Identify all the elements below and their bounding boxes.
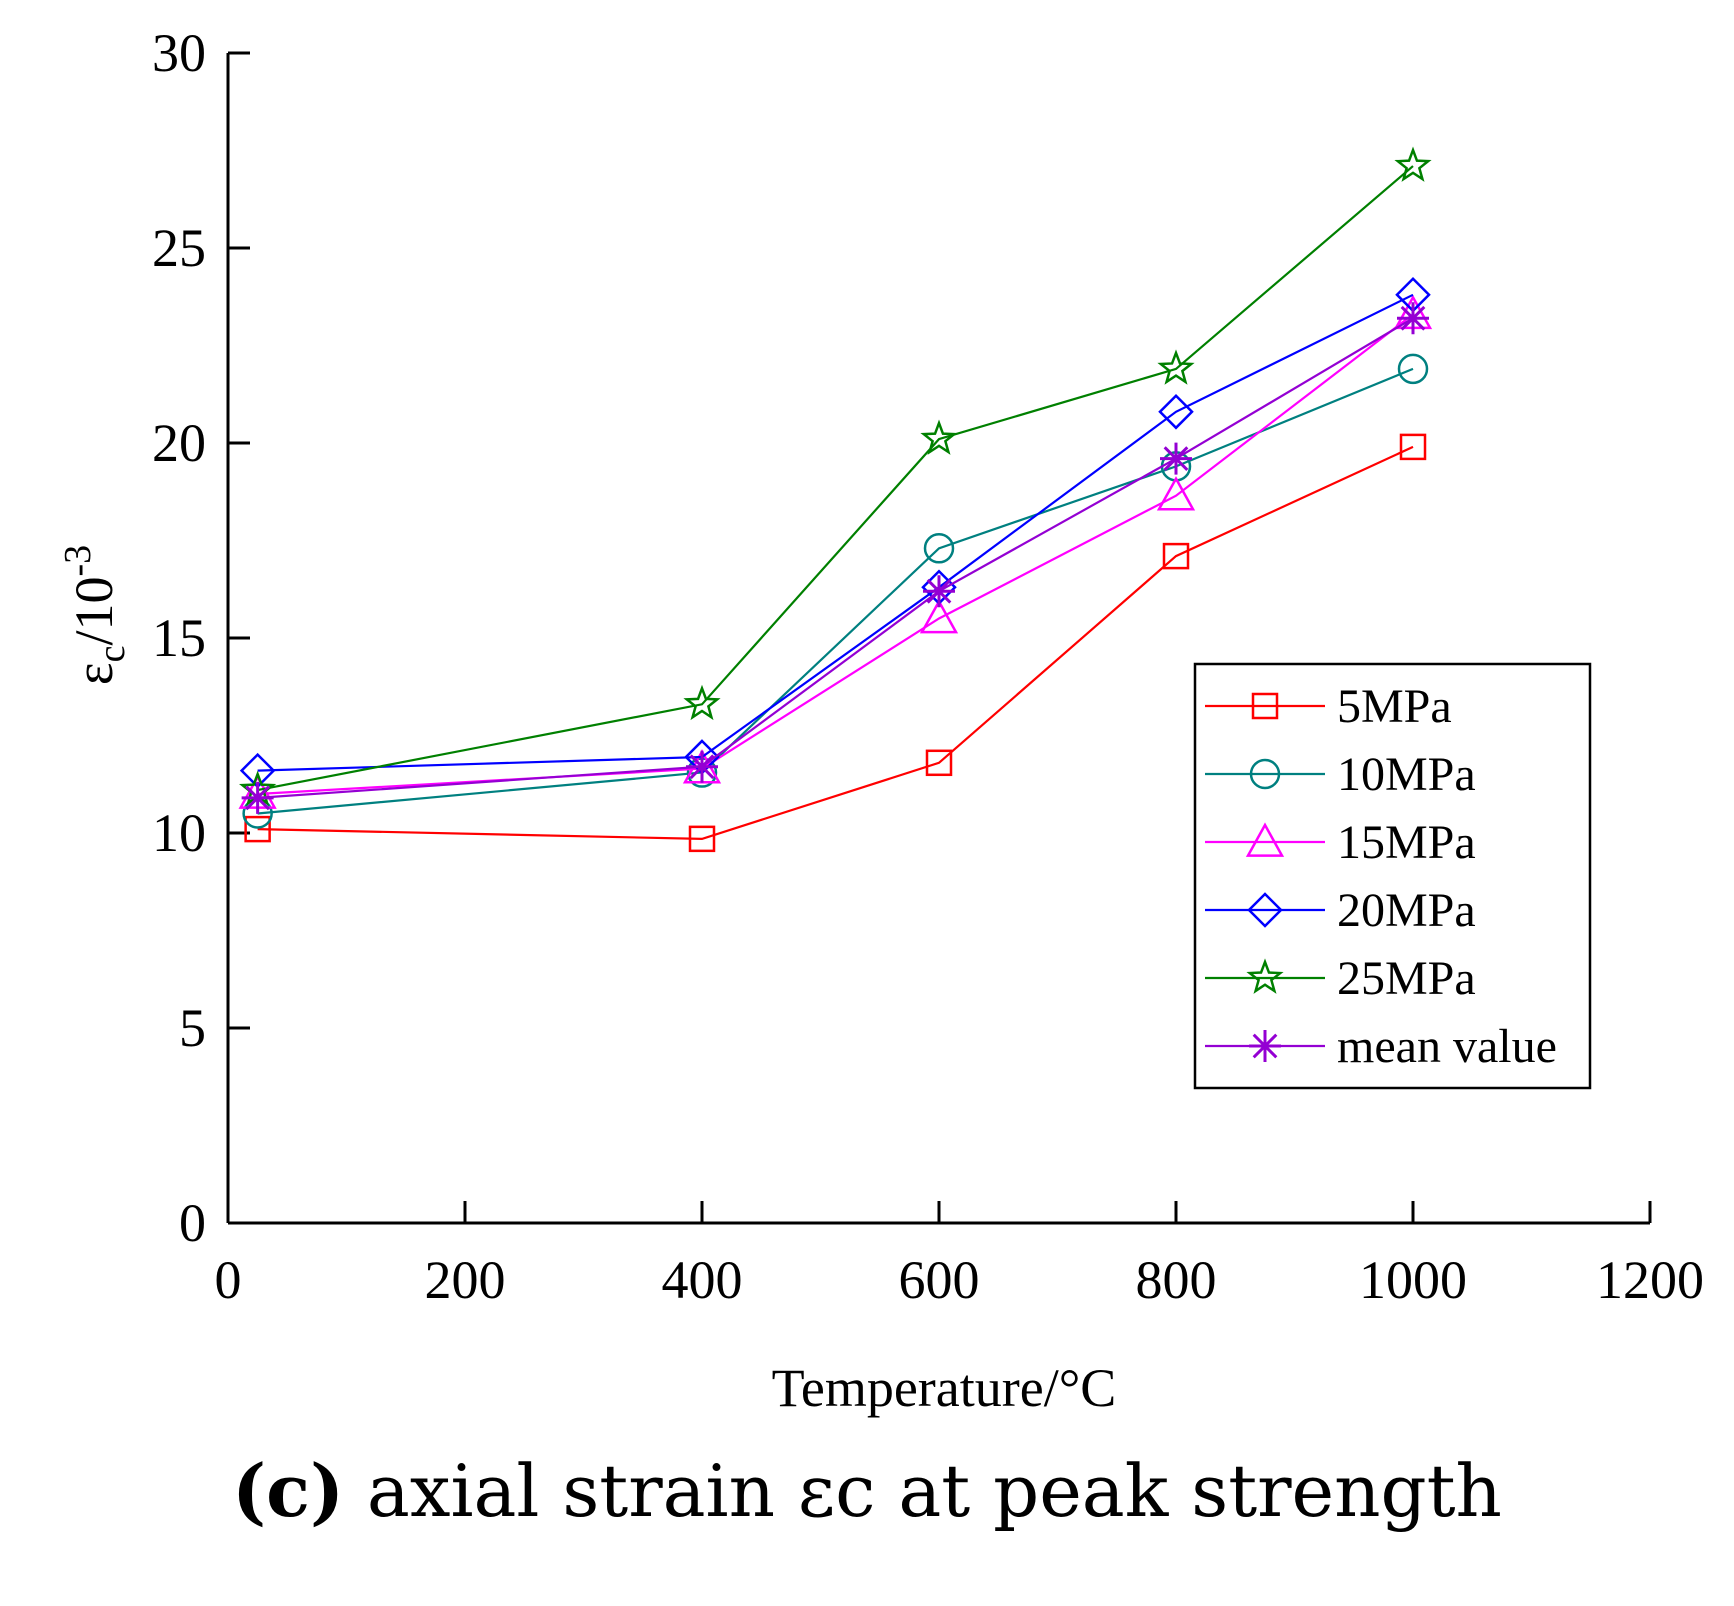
y-tick-label: 10 [152, 803, 206, 863]
x-axis-title: Temperature/°C [772, 1358, 1117, 1418]
legend-marker-mean-value [1249, 1030, 1281, 1062]
data-point-mean-value [686, 750, 718, 783]
y-tick-label: 15 [152, 608, 206, 668]
y-axis-title-sup: -3 [57, 545, 99, 577]
y-tick-label: 0 [179, 1193, 206, 1253]
data-point-5mpa [925, 749, 953, 777]
caption-label: (c) [232, 1448, 345, 1533]
legend-marker-5mpa [1251, 692, 1279, 720]
legend-label-20mpa: 20MPa [1337, 884, 1476, 937]
data-point-10mpa [1397, 353, 1429, 385]
y-tick-label: 5 [179, 998, 206, 1058]
legend-item-10mpa: 10MPa [1205, 748, 1476, 801]
legend-item-5mpa: 5MPa [1205, 680, 1452, 733]
legend-marker-20mpa [1247, 892, 1283, 928]
series-line-5mpa [257, 445, 1414, 841]
data-point-25mpa [1157, 349, 1195, 385]
caption-text: axial strain εc at peak strength [344, 1449, 1502, 1533]
legend-marker-10mpa [1249, 758, 1281, 790]
legend-label-15mpa: 15MPa [1337, 816, 1476, 869]
data-point-10mpa [923, 533, 955, 564]
y-axis-title-rest: /10 [64, 577, 124, 646]
data-point-25mpa [683, 684, 721, 721]
data-point-mean-value [241, 781, 274, 814]
y-tick-label: 25 [152, 218, 206, 278]
data-point-mean-value [1397, 302, 1429, 335]
y-axis-title-main: ε [64, 662, 124, 685]
legend-label-25mpa: 25MPa [1337, 952, 1476, 1005]
legend-box [1193, 662, 1592, 1090]
legend-label-mean-value: mean value [1337, 1020, 1557, 1073]
series-layer [238, 146, 1433, 853]
series-5mpa [244, 433, 1427, 853]
legend-item-mean-value: mean value [1205, 1020, 1557, 1073]
legend-marker-15mpa [1245, 822, 1285, 857]
legend-label-5mpa: 5MPa [1337, 680, 1452, 733]
legend: 5MPa 10MPa 15MPa 20MPa 25MPa mean value [1193, 662, 1592, 1090]
x-tick-label: 1000 [1359, 1250, 1467, 1310]
axes: 0 200 400 600 800 1000 1200 0 5 10 15 20 25 30 [152, 23, 1704, 1310]
y-axis-title-sub: c [91, 646, 133, 663]
x-tick-label: 800 [1136, 1250, 1217, 1310]
data-point-5mpa [1399, 433, 1427, 461]
data-point-15mpa [919, 598, 959, 634]
legend-item-25mpa: 25MPa [1205, 952, 1476, 1005]
y-axis-title: εc/10-3 [57, 545, 133, 685]
data-point-25mpa [1394, 146, 1432, 182]
x-tick-label: 600 [899, 1250, 980, 1310]
y-tick-label: 30 [152, 23, 206, 83]
data-point-5mpa [688, 825, 716, 853]
legend-item-15mpa: 15MPa [1205, 816, 1476, 869]
data-point-15mpa [1156, 476, 1196, 511]
data-point-5mpa [1162, 542, 1190, 570]
legend-marker-25mpa [1246, 958, 1284, 994]
x-tick-label: 1200 [1596, 1250, 1704, 1310]
data-point-20mpa [1158, 394, 1194, 430]
data-point-mean-value [923, 575, 955, 608]
data-point-mean-value [1160, 442, 1192, 475]
x-tick-label: 200 [425, 1250, 506, 1310]
legend-label-10mpa: 10MPa [1337, 748, 1476, 801]
data-point-5mpa [244, 815, 271, 843]
data-point-25mpa [920, 419, 958, 455]
x-tick-label: 400 [662, 1250, 743, 1310]
chart: 0 200 400 600 800 1000 1200 0 5 10 15 20 25 30 5MPa 10… [57, 23, 1704, 1418]
legend-item-20mpa: 20MPa [1205, 884, 1476, 937]
figure-caption: (c) axial strain εc at peak strength [0, 1448, 1734, 1533]
series-mean-value [241, 302, 1429, 814]
x-tick-label: 0 [215, 1250, 242, 1310]
y-tick-label: 20 [152, 413, 206, 473]
series-line-25mpa [257, 165, 1414, 792]
